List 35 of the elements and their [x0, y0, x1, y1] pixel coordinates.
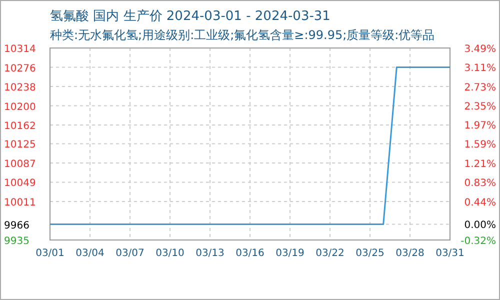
y-tick-label: 10087: [4, 158, 36, 170]
x-tick-label: 03/13: [196, 248, 224, 259]
x-tick-label: 03/28: [396, 248, 424, 259]
x-tick-label: 03/01: [36, 248, 64, 259]
x-tick-label: 03/22: [316, 248, 344, 259]
y-tick-label: 10011: [4, 198, 36, 208]
y-tick-label: 9935: [4, 236, 30, 247]
y-tick-label: 10200: [4, 102, 36, 113]
x-tick-label: 03/16: [236, 248, 264, 259]
y2-tick-label: 0.83%: [464, 178, 496, 190]
y2-tick-label: 2.35%: [464, 101, 496, 112]
x-tick-label: 03/31: [436, 248, 464, 259]
x-tick-label: 03/19: [276, 248, 304, 259]
chart-subtitle: 种类:无水氟化氢;用途级别:工业级;氟化氢含量≥:99.95;质量等级:优等品: [50, 28, 435, 42]
y-tick-label: 10276: [4, 63, 36, 74]
chart-title: 氢氟酸 国内 生产价 2024-03-01 - 2024-03-31: [50, 9, 330, 24]
x-tick-label: 03/07: [116, 248, 144, 259]
y-tick-label: 10162: [4, 121, 36, 132]
y2-tick-label: 1.21%: [464, 158, 496, 170]
y2-tick-label: 1.97%: [464, 120, 496, 132]
y2-tick-label: 1.59%: [464, 140, 496, 151]
x-tick-label: 03/04: [76, 248, 104, 259]
x-tick-label: 03/25: [356, 248, 384, 259]
y-tick-label: 10314: [4, 44, 36, 55]
y2-tick-label: 2.73%: [464, 82, 496, 94]
y2-tick-label: 3.49%: [464, 44, 496, 55]
y-tick-label: 10125: [4, 140, 36, 151]
y2-tick-label: 3.11%: [464, 63, 496, 74]
y2-tick-label: 0.44%: [464, 198, 496, 209]
y-tick-label: 10049: [4, 178, 36, 190]
y2-tick-label: -0.32%: [460, 236, 496, 247]
x-tick-label: 03/10: [156, 248, 184, 259]
y2-tick-label: 0.00%: [464, 220, 496, 231]
y-tick-label: 10238: [4, 82, 36, 94]
y-tick-label: 9966: [4, 220, 30, 232]
